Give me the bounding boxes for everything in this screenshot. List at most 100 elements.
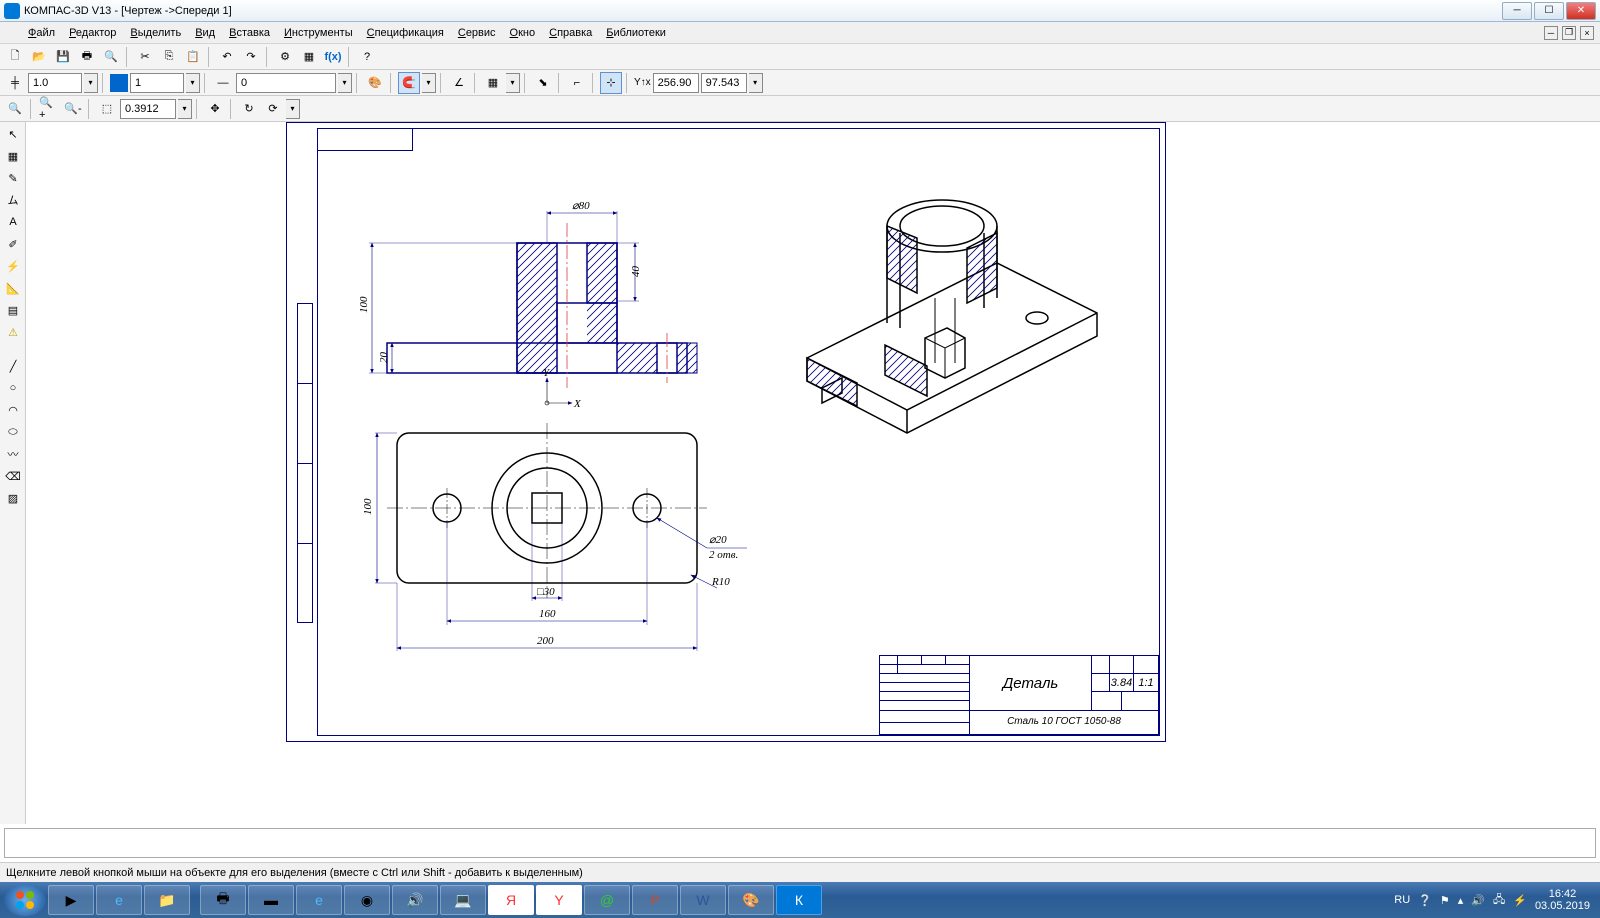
tb-yandex[interactable]: Я bbox=[488, 885, 534, 915]
menu-service[interactable]: Сервис bbox=[452, 25, 502, 41]
menu-libs[interactable]: Библиотеки bbox=[600, 25, 672, 41]
mdi-restore[interactable]: ❐ bbox=[1562, 26, 1576, 40]
denote-icon[interactable]: ム bbox=[2, 190, 24, 210]
menu-file[interactable]: Файл bbox=[22, 25, 61, 41]
layers-icon[interactable]: ▦ bbox=[298, 46, 320, 68]
layer-drop[interactable]: ▾ bbox=[186, 73, 200, 93]
menu-view[interactable]: Вид bbox=[189, 25, 221, 41]
state-icon[interactable]: ╪ bbox=[4, 72, 26, 94]
save-icon[interactable]: 💾 bbox=[52, 46, 74, 68]
props-icon[interactable]: ⚙ bbox=[274, 46, 296, 68]
menu-help[interactable]: Справка bbox=[543, 25, 598, 41]
arc-icon[interactable]: ◠ bbox=[2, 400, 24, 420]
view-drop[interactable]: ▾ bbox=[286, 99, 300, 119]
command-bar[interactable] bbox=[4, 828, 1596, 858]
menu-insert[interactable]: Вставка bbox=[223, 25, 276, 41]
style-icon[interactable]: — bbox=[212, 72, 234, 94]
tb-kompas[interactable]: К bbox=[776, 885, 822, 915]
tray-lang[interactable]: RU bbox=[1394, 894, 1410, 906]
color-icon[interactable]: 🎨 bbox=[364, 72, 386, 94]
menu-edit[interactable]: Редактор bbox=[63, 25, 122, 41]
localcs-icon[interactable]: ⊹ bbox=[600, 72, 622, 94]
edit-icon[interactable]: ✐ bbox=[2, 234, 24, 254]
open-icon[interactable]: 📂 bbox=[28, 46, 50, 68]
tb-mail[interactable]: @ bbox=[584, 885, 630, 915]
layer-input[interactable] bbox=[130, 73, 184, 93]
coord-drop[interactable]: ▾ bbox=[749, 73, 763, 93]
tb-hp[interactable]: 🖶 bbox=[200, 885, 246, 915]
tb-word[interactable]: W bbox=[680, 885, 726, 915]
new-icon[interactable]: 🗋 bbox=[4, 46, 26, 68]
report-icon[interactable]: ⚠ bbox=[2, 322, 24, 342]
circle-icon[interactable]: ○ bbox=[2, 378, 24, 398]
tray-net-icon[interactable]: 🖧 bbox=[1493, 891, 1505, 910]
tb-explorer[interactable]: 📁 bbox=[144, 885, 190, 915]
magnet-drop[interactable]: ▾ bbox=[422, 73, 436, 93]
close-button[interactable]: ✕ bbox=[1566, 2, 1596, 20]
menu-select[interactable]: Выделить bbox=[124, 25, 187, 41]
start-button[interactable] bbox=[4, 884, 46, 916]
print-icon[interactable]: 🖶 bbox=[76, 46, 98, 68]
preview-icon[interactable]: 🔍 bbox=[100, 46, 122, 68]
line-icon[interactable]: ╱ bbox=[2, 356, 24, 376]
mdi-close[interactable]: × bbox=[1580, 26, 1594, 40]
mdi-minimize[interactable]: ─ bbox=[1544, 26, 1558, 40]
zoomin-icon[interactable]: 🔍+ bbox=[38, 98, 60, 120]
geom-icon[interactable]: ▦ bbox=[2, 146, 24, 166]
tb-powerpoint[interactable]: P bbox=[632, 885, 678, 915]
tray-up-icon[interactable]: ▴ bbox=[1458, 894, 1464, 907]
zoomfit-icon[interactable]: 🔍 bbox=[4, 98, 26, 120]
hatch-icon[interactable]: ▨ bbox=[2, 488, 24, 508]
help-icon[interactable]: ? bbox=[356, 46, 378, 68]
refresh-icon[interactable]: ⟳ bbox=[262, 98, 284, 120]
vars-icon[interactable]: f(x) bbox=[322, 46, 344, 68]
linewidth-drop[interactable]: ▾ bbox=[84, 73, 98, 93]
ortho-icon[interactable]: ⬊ bbox=[532, 72, 554, 94]
tray-bat-icon[interactable]: ⚡ bbox=[1513, 894, 1527, 907]
angle-icon[interactable]: ∠ bbox=[448, 72, 470, 94]
menu-window[interactable]: Окно bbox=[504, 25, 542, 41]
zoom-input[interactable] bbox=[120, 99, 176, 119]
grid-drop[interactable]: ▾ bbox=[506, 73, 520, 93]
tb-chrome[interactable]: ◉ bbox=[344, 885, 390, 915]
zoomout-icon[interactable]: 🔍- bbox=[62, 98, 84, 120]
spline-icon[interactable]: 〰 bbox=[2, 444, 24, 464]
paste-icon[interactable]: 📋 bbox=[182, 46, 204, 68]
tb-ie[interactable]: e bbox=[96, 885, 142, 915]
redo-icon[interactable]: ↷ bbox=[240, 46, 262, 68]
erase-icon[interactable]: ⌫ bbox=[2, 466, 24, 486]
tray-flag-icon[interactable]: ⚑ bbox=[1440, 894, 1450, 907]
tray-vol-icon[interactable]: 🔊 bbox=[1471, 894, 1485, 907]
coord-y[interactable] bbox=[701, 73, 747, 93]
tb-paint[interactable]: 🎨 bbox=[728, 885, 774, 915]
tb-app1[interactable]: ▬ bbox=[248, 885, 294, 915]
menu-tools[interactable]: Инструменты bbox=[278, 25, 359, 41]
grid-icon[interactable]: ▦ bbox=[482, 72, 504, 94]
tray-help-icon[interactable]: ❔ bbox=[1418, 894, 1432, 907]
magnet-icon[interactable]: 🧲 bbox=[398, 72, 420, 94]
measure-icon[interactable]: 📐 bbox=[2, 278, 24, 298]
dim-icon[interactable]: ✎ bbox=[2, 168, 24, 188]
tb-sound[interactable]: 🔊 bbox=[392, 885, 438, 915]
spec2-icon[interactable]: ▤ bbox=[2, 300, 24, 320]
zoomwin-icon[interactable]: ⬚ bbox=[96, 98, 118, 120]
ellipse-icon[interactable]: ⬭ bbox=[2, 422, 24, 442]
zoom-drop[interactable]: ▾ bbox=[178, 99, 192, 119]
minimize-button[interactable]: ─ bbox=[1502, 2, 1532, 20]
round-icon[interactable]: ⌐ bbox=[566, 72, 588, 94]
undo-icon[interactable]: ↶ bbox=[216, 46, 238, 68]
pan-icon[interactable]: ✥ bbox=[204, 98, 226, 120]
tb-mediaplayer[interactable]: ▶ bbox=[48, 885, 94, 915]
tb-yandex2[interactable]: Y bbox=[536, 885, 582, 915]
cut-icon[interactable]: ✂ bbox=[134, 46, 156, 68]
copy-icon[interactable]: ⎘ bbox=[158, 46, 180, 68]
coord-x[interactable] bbox=[653, 73, 699, 93]
layercolor-icon[interactable] bbox=[110, 74, 128, 92]
style-drop[interactable]: ▾ bbox=[338, 73, 352, 93]
style-input[interactable] bbox=[236, 73, 336, 93]
cursor-icon[interactable]: ↖ bbox=[2, 124, 24, 144]
param-icon[interactable]: ⚡ bbox=[2, 256, 24, 276]
text-icon[interactable]: A bbox=[2, 212, 24, 232]
tray-clock[interactable]: 16:42 03.05.2019 bbox=[1535, 888, 1590, 912]
menu-spec[interactable]: Спецификация bbox=[361, 25, 450, 41]
